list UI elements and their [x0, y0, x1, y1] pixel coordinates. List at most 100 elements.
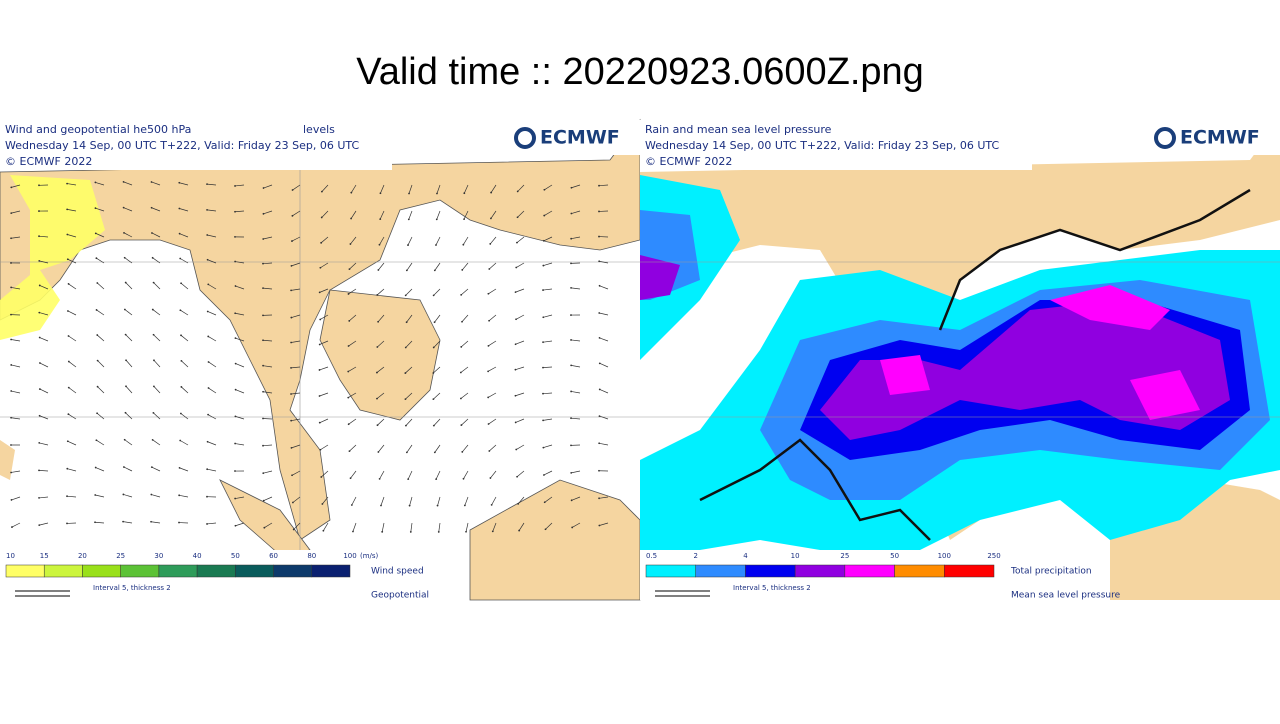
- wind-arrow-head: [125, 359, 127, 361]
- wind-arrow-head: [38, 497, 40, 499]
- wind-arrow-head: [377, 451, 379, 453]
- wind-arrow-head: [68, 283, 70, 285]
- colorbar-segment: [312, 565, 350, 577]
- colorbar-tick-label: 2: [693, 552, 697, 560]
- wind-arrow-head: [180, 386, 182, 388]
- wind-arrow-head: [321, 191, 323, 193]
- wind-arrow-head: [599, 285, 601, 287]
- wind-arrow-head: [292, 189, 294, 191]
- wind-arrow-head: [542, 393, 544, 395]
- wind-arrow-head: [38, 524, 40, 526]
- wind-arrow-head: [234, 498, 236, 500]
- wind-arrow-head: [348, 345, 350, 347]
- wind-arrow-head: [515, 318, 517, 320]
- wind-arrow-head: [262, 238, 264, 240]
- wind-arrow-head: [10, 237, 12, 239]
- wind-arrow-head: [11, 526, 13, 528]
- wind-arrow-head: [38, 469, 40, 471]
- wind-arrow-head: [599, 337, 601, 339]
- wind-arrow-head: [434, 321, 436, 323]
- wind-arrow-head: [377, 321, 379, 323]
- wind-arrow-head: [66, 523, 68, 525]
- wind-arrow-head: [598, 525, 600, 527]
- wind-arrow-head: [570, 364, 572, 366]
- wind-arrow-head: [262, 314, 264, 316]
- colorbar-tick-label: 50: [231, 552, 240, 560]
- wind-arrow-head: [408, 193, 410, 195]
- wind-arrow-head: [150, 494, 152, 496]
- wind-arrow-head: [321, 503, 323, 505]
- wind-arrow-head: [67, 440, 69, 442]
- wind-arrow-head: [262, 418, 264, 420]
- wind-arrow-head: [377, 269, 379, 271]
- left-map: [0, 120, 640, 600]
- wind-arrow-head: [542, 265, 544, 267]
- wind-arrow-head: [462, 244, 464, 246]
- colorbar-segment: [197, 565, 235, 577]
- wind-arrow-head: [10, 212, 12, 214]
- wind-arrow-head: [461, 321, 463, 323]
- colorbar-segment: [159, 565, 197, 577]
- wind-arrow-head: [348, 423, 350, 425]
- wind-arrow-head: [381, 531, 383, 533]
- wind-arrow-head: [262, 445, 264, 447]
- wind-arrow-head: [68, 361, 70, 363]
- wind-arrow-head: [350, 192, 352, 194]
- wind-arrow-head: [349, 268, 351, 270]
- colorbar-tick-label: 30: [154, 552, 163, 560]
- wind-arrow-head: [598, 497, 600, 499]
- wind-arrow-head: [39, 388, 41, 390]
- wind-arrow-head: [234, 261, 236, 263]
- wind-arrow-head: [598, 211, 600, 213]
- wind-arrow-head: [123, 466, 125, 468]
- wind-arrow-head: [94, 494, 96, 496]
- colorbar-segment: [44, 565, 82, 577]
- wind-arrow-head: [463, 478, 465, 480]
- colorbar-tick-label: 25: [116, 552, 125, 560]
- wind-arrow-head: [433, 347, 435, 349]
- wind-arrow-head: [542, 341, 544, 343]
- colorbar-segment: [235, 565, 273, 577]
- wind-arrow-head: [179, 233, 181, 235]
- wind-arrow-head: [319, 449, 321, 451]
- wind-arrow-head: [460, 346, 462, 348]
- wind-arrow-head: [379, 218, 381, 220]
- wind-arrow-head: [461, 269, 463, 271]
- wind-arrow-head: [38, 184, 40, 186]
- wind-arrow-head: [262, 263, 264, 265]
- wind-arrow-head: [125, 334, 127, 336]
- wind-arrow-head: [406, 451, 408, 453]
- wind-arrow-head: [517, 216, 519, 218]
- wind-arrow-head: [570, 472, 572, 474]
- wind-arrow-head: [404, 372, 406, 374]
- wind-arrow-head: [515, 369, 517, 371]
- wind-arrow-head: [290, 289, 292, 291]
- wind-arrow-head: [598, 236, 600, 238]
- colorbar-tick-label: 15: [40, 552, 49, 560]
- wind-arrow-head: [206, 523, 208, 525]
- wind-arrow-head: [515, 395, 517, 397]
- wind-arrow-head: [376, 372, 378, 374]
- wind-arrow-head: [571, 499, 573, 501]
- wind-arrow-head: [263, 527, 265, 529]
- wind-arrow-head: [570, 314, 572, 316]
- wind-arrow-head: [94, 521, 96, 523]
- wind-arrow-head: [376, 398, 378, 400]
- wind-arrow-head: [543, 189, 545, 191]
- wind-arrow-head: [263, 213, 265, 215]
- wind-arrow-head: [492, 530, 494, 532]
- wind-arrow-head: [235, 525, 237, 527]
- wind-arrow-head: [380, 505, 382, 507]
- wind-arrow-head: [67, 413, 69, 415]
- wind-arrow-head: [405, 425, 407, 427]
- wind-arrow-head: [66, 183, 68, 185]
- wind-arrow-head: [542, 289, 544, 291]
- wind-arrow-head: [380, 192, 382, 194]
- wind-arrow-head: [517, 191, 519, 193]
- wind-arrow-head: [262, 472, 264, 474]
- wind-arrow-head: [179, 467, 181, 469]
- wind-arrow-head: [234, 185, 236, 187]
- colorbar-label: Wind speed: [371, 567, 424, 577]
- wind-arrow-head: [487, 397, 489, 399]
- wind-arrow-head: [319, 395, 321, 397]
